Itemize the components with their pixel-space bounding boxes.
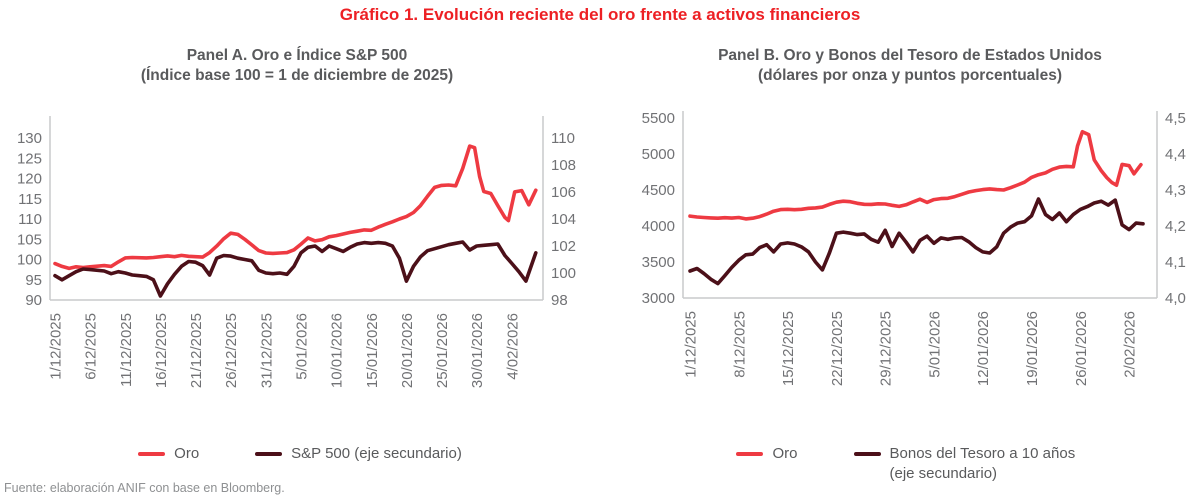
panel-b-y-left-tick: 3500 xyxy=(642,254,675,271)
panel-b-y-right-tick: 4,5 xyxy=(1165,110,1186,127)
legend-item-oro: Oro xyxy=(138,444,199,464)
panel-a-x-tick: 26/12/2025 xyxy=(223,313,240,388)
panel-b-secondary-line xyxy=(688,197,1145,286)
panel-a-x-tick: 10/01/2026 xyxy=(329,313,346,388)
bonos-line-swatch-icon xyxy=(853,452,881,456)
panel-b-x-tick: 19/01/2026 xyxy=(1024,311,1041,386)
panel-b-y-right-tick: 4,1 xyxy=(1165,254,1186,271)
panel-a-x-tick: 11/12/2025 xyxy=(118,313,135,387)
panel-a-x-tick: 1/12/2025 xyxy=(48,313,65,380)
panel-a-y-right-tick: 110 xyxy=(551,130,575,147)
panel-a-x-tick: 4/02/2026 xyxy=(504,313,521,380)
panel-b-x-tick: 12/01/2026 xyxy=(975,311,992,386)
legend-label-oro-b: Oro xyxy=(772,445,798,462)
panel-a-x-tick: 31/12/2025 xyxy=(258,313,275,388)
panel-b-y-right-tick: 4,2 xyxy=(1165,218,1186,235)
panel-a-y-left-tick: 95 xyxy=(25,272,42,289)
panel-a-x-tick: 30/01/2026 xyxy=(469,313,486,388)
panel-a-subtitle: (Índice base 100 = 1 de diciembre de 202… xyxy=(140,67,454,84)
panel-b-title: Panel B. Oro y Bonos del Tesoro de Estad… xyxy=(645,46,1175,86)
panel-b-x-tick: 29/12/2025 xyxy=(878,311,895,386)
panel-b-x-tick: 1/12/2025 xyxy=(683,311,700,378)
source-note: Fuente: elaboración ANIF con base en Blo… xyxy=(4,481,285,495)
legend-label-bonos: Bonos del Tesoro a 10 años (eje secundar… xyxy=(889,445,1076,482)
panel-a-y-left-tick: 130 xyxy=(17,130,42,147)
legend-item-sp500: S&P 500 (eje secundario) xyxy=(255,444,462,464)
panel-a-y-left-tick: 90 xyxy=(25,292,42,309)
panel-b-y-right-tick: 4,4 xyxy=(1165,146,1186,163)
panel-a-secondary-line xyxy=(53,240,538,298)
panel-b-x-tick: 8/12/2025 xyxy=(731,311,748,378)
panel-a-x-tick: 15/01/2026 xyxy=(364,313,381,388)
panel-b-y-left-tick: 5500 xyxy=(642,110,675,127)
legend-label-sp500: S&P 500 (eje secundario) xyxy=(291,445,462,462)
panel-a-y-left-tick: 100 xyxy=(17,252,42,269)
panel-b-legend: Oro Bonos del Tesoro a 10 años (eje secu… xyxy=(660,444,1180,484)
panel-a-y-right-tick: 102 xyxy=(551,238,576,255)
panel-a-x-tick: 21/12/2025 xyxy=(188,313,205,388)
panel-a-y-right-tick: 108 xyxy=(551,157,576,174)
figure-title: Gráfico 1. Evolución reciente del oro fr… xyxy=(339,5,861,24)
panel-b-y-right-tick: 4,0 xyxy=(1165,290,1186,307)
panel-a-y-left-tick: 120 xyxy=(17,171,42,188)
legend-label-oro: Oro xyxy=(174,445,200,462)
panel-a-y-left-tick: 125 xyxy=(17,150,42,167)
oro-line-swatch-icon xyxy=(138,452,166,456)
panel-b-y-left-tick: 3000 xyxy=(642,290,675,307)
panel-b-y-left-tick: 5000 xyxy=(642,146,675,163)
panel-b-x-tick: 2/02/2026 xyxy=(1122,311,1139,378)
panel-b-x-tick: 22/12/2025 xyxy=(829,311,846,386)
panel-a-y-right-tick: 98 xyxy=(551,292,568,309)
panel-a-oro-line xyxy=(53,144,538,271)
sp500-line-swatch-icon xyxy=(255,452,283,456)
panel-a-y-right-tick: 106 xyxy=(551,184,576,201)
panel-b-oro-line xyxy=(688,129,1143,221)
legend-item-bonos: Bonos del Tesoro a 10 años (eje secundar… xyxy=(853,444,1104,484)
panel-a-legend: Oro S&P 500 (eje secundario) xyxy=(40,444,560,464)
panel-b-x-tick: 26/01/2026 xyxy=(1073,311,1090,386)
panel-a-x-tick: 25/01/2026 xyxy=(434,313,451,388)
panel-b-x-tick: 15/12/2025 xyxy=(780,311,797,386)
panel-b-y-left-tick: 4500 xyxy=(642,182,675,199)
panel-a-y-right-tick: 104 xyxy=(551,211,576,228)
panel-b-y-left-tick: 4000 xyxy=(642,218,675,235)
panel-a-title: Panel A. Oro e Índice S&P 500 (Índice ba… xyxy=(38,46,556,86)
panel-a-y-right-tick: 100 xyxy=(551,265,576,282)
legend-item-oro-b: Oro xyxy=(736,444,798,484)
panel-b-title-line: Panel B. Oro y Bonos del Tesoro de Estad… xyxy=(718,47,1102,64)
panel-a-x-tick: 5/01/2026 xyxy=(294,313,311,380)
panel-b-subtitle: (dólares por onza y puntos porcentuales) xyxy=(757,67,1062,84)
panel-a-x-tick: 16/12/2025 xyxy=(153,313,170,388)
panel-a-x-tick: 20/01/2026 xyxy=(399,313,416,388)
panel-b-x-tick: 5/01/2026 xyxy=(926,311,943,378)
panel-a-x-tick: 6/12/2025 xyxy=(83,313,100,380)
panel-a-title-line: Panel A. Oro e Índice S&P 500 xyxy=(186,47,408,64)
panel-b-y-right-tick: 4,3 xyxy=(1165,182,1186,199)
oro-line-swatch-b-icon xyxy=(736,452,764,456)
panel-a-y-left-tick: 110 xyxy=(18,211,42,228)
panel-a-y-left-tick: 115 xyxy=(18,191,42,208)
panel-a-y-left-tick: 105 xyxy=(17,231,42,248)
